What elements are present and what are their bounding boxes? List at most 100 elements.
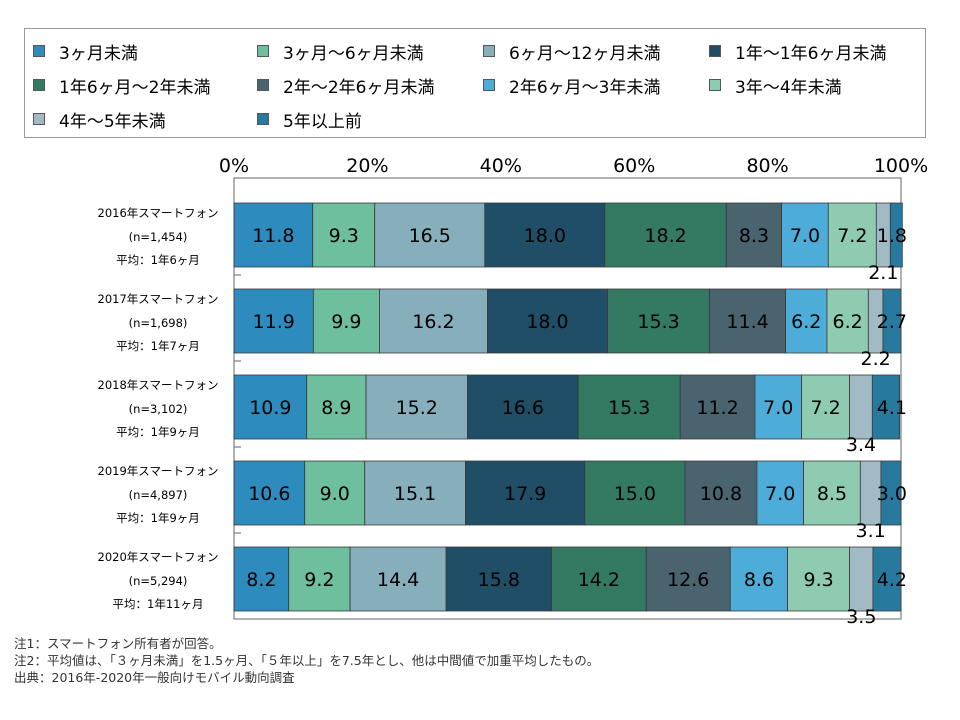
category-label: 2016年スマートフォン <box>98 206 219 220</box>
category-label: (n=5,294) <box>129 574 188 588</box>
data-label: 7.2 <box>811 397 841 419</box>
bar-segment <box>604 202 727 268</box>
data-label: 3.4 <box>846 434 876 456</box>
legend-label: 1年～1年6ヶ月未満 <box>735 43 887 64</box>
legend-swatch <box>33 79 45 91</box>
bar-segment <box>781 202 829 268</box>
category-label: 2020年スマートフォン <box>98 550 219 564</box>
bar-segment <box>729 546 789 612</box>
bar-segment <box>306 374 367 440</box>
data-label: 11.2 <box>696 397 738 419</box>
bar-segment <box>607 288 710 354</box>
data-label: 10.8 <box>700 483 742 505</box>
bar-segment <box>233 546 290 612</box>
bar-segment <box>756 460 805 526</box>
legend-swatch <box>257 45 269 57</box>
legend-item: 2年6ヶ月～3年未満 <box>483 74 661 98</box>
data-label: 2.2 <box>861 348 891 370</box>
data-label: 3.5 <box>846 606 876 628</box>
bar-segment <box>880 460 902 526</box>
data-label: 4.1 <box>877 397 907 419</box>
legend-item: 6ヶ月～12ヶ月未満 <box>483 40 660 64</box>
bar-segment <box>312 288 380 354</box>
bar-segment <box>849 374 873 440</box>
data-label: 7.0 <box>790 225 820 247</box>
data-label: 15.1 <box>394 483 436 505</box>
legend-label: 3ヶ月未満 <box>59 43 138 64</box>
bar-segment <box>679 374 756 440</box>
bar-segment <box>826 288 869 354</box>
bar-segment <box>551 546 647 612</box>
bar-segment <box>871 374 901 440</box>
bar-segment <box>379 288 488 354</box>
bar-segment <box>349 546 447 612</box>
data-label: 12.6 <box>667 569 709 591</box>
x-tick-label: 40% <box>480 155 522 177</box>
data-label: 2.7 <box>877 311 907 333</box>
data-label: 10.6 <box>248 483 290 505</box>
data-label: 15.3 <box>608 397 650 419</box>
note-1: 注1：スマートフォン所有者が回答。 <box>14 636 222 651</box>
legend-label: 2年6ヶ月～3年未満 <box>509 77 661 98</box>
data-label: 14.4 <box>377 569 419 591</box>
data-label: 9.9 <box>331 311 361 333</box>
bar-segment <box>374 202 486 268</box>
data-label: 7.0 <box>763 397 793 419</box>
category-label: 平均：1年6ヶ月 <box>116 253 200 267</box>
bar-segment <box>465 460 586 526</box>
category-label: 平均：1年9ヶ月 <box>116 511 200 525</box>
bar-segment <box>889 202 903 268</box>
data-label: 17.9 <box>504 483 546 505</box>
data-label: 9.3 <box>329 225 359 247</box>
category-label: 2017年スマートフォン <box>98 292 219 306</box>
data-label: 14.2 <box>578 569 620 591</box>
data-label: 7.2 <box>837 225 867 247</box>
category-label: (n=4,897) <box>129 488 188 502</box>
data-label: 15.2 <box>396 397 438 419</box>
category-label: 平均：1年11ヶ月 <box>113 597 204 611</box>
data-label: 8.6 <box>744 569 774 591</box>
bar-segment <box>233 288 314 354</box>
legend-label: 2年～2年6ヶ月未満 <box>283 77 435 98</box>
data-label: 16.5 <box>409 225 451 247</box>
bar-segment <box>467 374 579 440</box>
data-label: 15.3 <box>637 311 679 333</box>
legend-label: 3年～4年未満 <box>735 77 842 98</box>
legend-item: 1年～1年6ヶ月未満 <box>709 40 887 64</box>
bar-segment <box>827 202 877 268</box>
legend-swatch <box>483 79 495 91</box>
category-label: (n=3,102) <box>129 402 188 416</box>
legend-swatch <box>33 45 45 57</box>
data-label: 8.9 <box>321 397 351 419</box>
data-label: 16.6 <box>502 397 544 419</box>
category-label: 平均：1年7ヶ月 <box>116 339 200 353</box>
data-label: 18.0 <box>526 311 568 333</box>
legend-item: 4年～5年未満 <box>33 108 166 132</box>
legend-label: 4年～5年未満 <box>59 111 166 132</box>
bar-segment <box>577 374 681 440</box>
bar-segment <box>849 546 874 612</box>
data-label: 11.8 <box>252 225 294 247</box>
chart-legend: 3ヶ月未満 3ヶ月～6ヶ月未満 6ヶ月～12ヶ月未満 1年～1年6ヶ月未満 1年6ヶ月～… <box>24 28 926 138</box>
data-label: 4.2 <box>877 569 907 591</box>
category-label: (n=1,698) <box>129 316 188 330</box>
legend-item: 3ヶ月未満 <box>33 40 138 64</box>
legend-item: 5年以上前 <box>257 108 362 132</box>
bar-segment <box>882 288 902 354</box>
category-label: (n=1,454) <box>129 230 188 244</box>
data-label: 9.0 <box>320 483 350 505</box>
data-label: 6.2 <box>791 311 821 333</box>
data-label: 15.0 <box>614 483 656 505</box>
data-label: 16.2 <box>412 311 454 333</box>
legend-swatch <box>709 45 721 57</box>
x-tick-label: 0% <box>219 155 249 177</box>
legend-label: 3ヶ月～6ヶ月未満 <box>283 43 424 64</box>
bar-segment <box>801 374 851 440</box>
data-label: 18.2 <box>644 225 686 247</box>
data-label: 9.3 <box>804 569 834 591</box>
bar-segment <box>445 546 552 612</box>
category-label: 2019年スマートフォン <box>98 464 219 478</box>
x-tick-label: 20% <box>346 155 388 177</box>
x-tick-label: 100% <box>874 155 928 177</box>
legend-swatch <box>483 45 495 57</box>
